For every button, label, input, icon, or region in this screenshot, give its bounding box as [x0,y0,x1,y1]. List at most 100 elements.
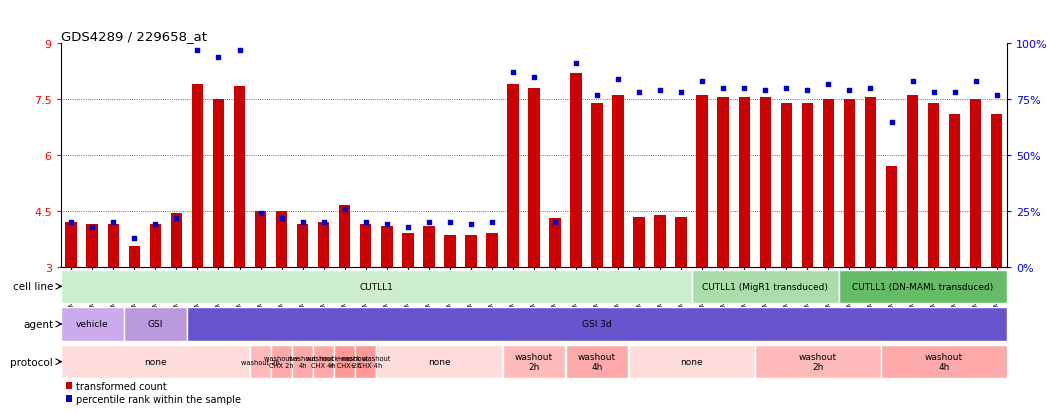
Point [799,88,816,94]
Legend: transformed count, percentile rank within the sample: transformed count, percentile rank withi… [66,381,241,404]
Bar [882,345,1007,378]
Text: none: none [428,357,450,366]
Bar [444,236,455,267]
Point [147,221,163,228]
Point [567,61,584,68]
Bar [381,226,393,267]
Bar [61,308,124,341]
Point [884,119,900,126]
Text: mock washout
+ CHX 4h: mock washout + CHX 4h [341,356,389,368]
Bar [823,100,834,267]
Bar [839,270,1007,303]
Bar [612,96,624,267]
Text: none: none [681,357,703,366]
Bar [675,217,687,267]
Point [820,81,837,88]
Point [442,219,459,226]
Bar [654,215,666,267]
Point [841,88,857,94]
Point [905,79,921,85]
Bar [360,225,372,267]
Text: mock washout
+ CHX 2h: mock washout + CHX 2h [320,356,369,368]
Text: CUTLL1 (DN-MAML transduced): CUTLL1 (DN-MAML transduced) [852,282,994,291]
Bar [66,223,77,267]
Point [231,47,248,54]
Bar [233,87,245,267]
Point [736,85,753,92]
Bar [402,234,414,267]
Bar [61,270,691,303]
Text: washout
2h: washout 2h [515,352,553,371]
Bar [296,225,309,267]
Text: cell line: cell line [13,282,53,292]
Bar [759,98,772,267]
Bar [592,104,603,267]
Point [210,54,227,61]
Text: CUTLL1 (MigR1 transduced): CUTLL1 (MigR1 transduced) [703,282,828,291]
Point [484,219,500,226]
Bar [213,100,224,267]
Bar [377,345,503,378]
Bar [355,345,376,378]
Point [294,219,311,226]
Bar [275,211,287,267]
Bar [150,225,161,267]
Bar [528,89,540,267]
Bar [692,270,839,303]
Bar [271,345,292,378]
Text: GDS4289 / 229658_at: GDS4289 / 229658_at [61,30,206,43]
Point [190,47,206,54]
Point [273,215,290,221]
Point [357,219,374,226]
Bar [696,96,708,267]
Point [421,219,438,226]
Text: washout
4h: washout 4h [926,352,963,371]
Point [526,74,542,81]
Point [778,85,795,92]
Text: washout +
CHX 2h: washout + CHX 2h [264,356,299,368]
Bar [928,104,939,267]
Point [926,90,942,97]
Bar [87,225,98,267]
Text: none: none [144,357,166,366]
Bar [755,345,881,378]
Bar [486,234,497,267]
Text: washout +
CHX 4h: washout + CHX 4h [306,356,341,368]
Bar [949,115,960,267]
Bar [129,247,140,267]
Bar [124,308,186,341]
Bar [334,345,355,378]
Bar [990,115,1002,267]
Bar [250,345,271,378]
Bar [970,100,981,267]
Bar [738,98,750,267]
Point [988,92,1005,99]
Point [252,210,269,217]
Point [168,215,184,221]
Bar [503,345,565,378]
Bar [565,345,628,378]
Bar [108,225,119,267]
Text: washout
2h: washout 2h [799,352,837,371]
Point [630,90,647,97]
Point [609,76,626,83]
Point [105,219,121,226]
Bar [802,104,814,267]
Point [862,85,878,92]
Bar [629,345,755,378]
Bar [318,223,330,267]
Point [399,224,416,230]
Point [505,70,521,76]
Bar [550,219,561,267]
Bar [781,104,793,267]
Text: agent: agent [23,319,53,329]
Point [652,88,669,94]
Point [126,235,142,242]
Point [463,221,480,228]
Point [715,85,732,92]
Text: GSI: GSI [148,320,163,329]
Text: washout
4h: washout 4h [578,352,616,371]
Point [967,79,984,85]
Bar [254,211,266,267]
Bar [717,98,729,267]
